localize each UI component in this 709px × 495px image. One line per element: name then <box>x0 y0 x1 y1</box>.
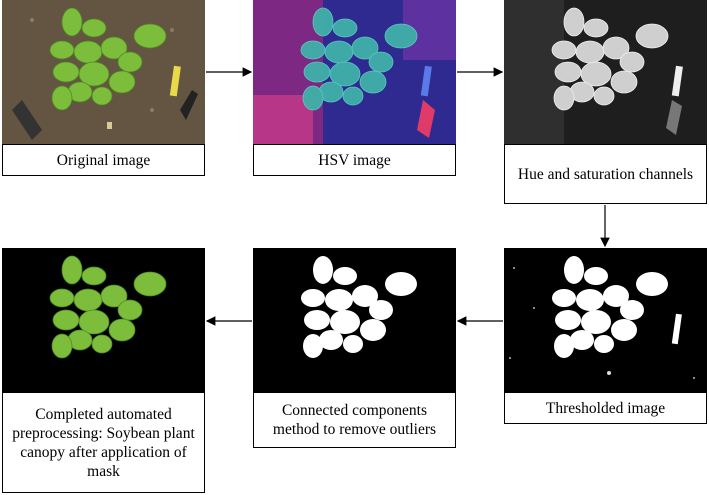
caption-hsv-image: HSV image <box>253 144 456 176</box>
thresholded-mask <box>504 248 707 392</box>
original-image-panel <box>2 0 205 144</box>
caption-original-image: Original image <box>2 144 205 176</box>
thresholded-panel <box>504 248 707 392</box>
final-canopy-photo <box>2 248 205 392</box>
original-soybean-photo <box>2 0 205 144</box>
connected-components-mask <box>253 248 456 392</box>
hsv-image-panel <box>253 0 456 144</box>
caption-thresholded-image: Thresholded image <box>504 392 707 424</box>
hsv-photo <box>253 0 456 144</box>
hue-saturation-panel <box>504 0 707 144</box>
final-canopy-panel <box>2 248 205 392</box>
hue-saturation-photo <box>504 0 707 144</box>
caption-final-canopy: Completed automated preprocessing: Soybe… <box>2 392 205 493</box>
caption-hue-saturation: Hue and saturation channels <box>504 144 707 204</box>
caption-connected-components: Connected components method to remove ou… <box>253 392 456 448</box>
connected-components-panel <box>253 248 456 392</box>
